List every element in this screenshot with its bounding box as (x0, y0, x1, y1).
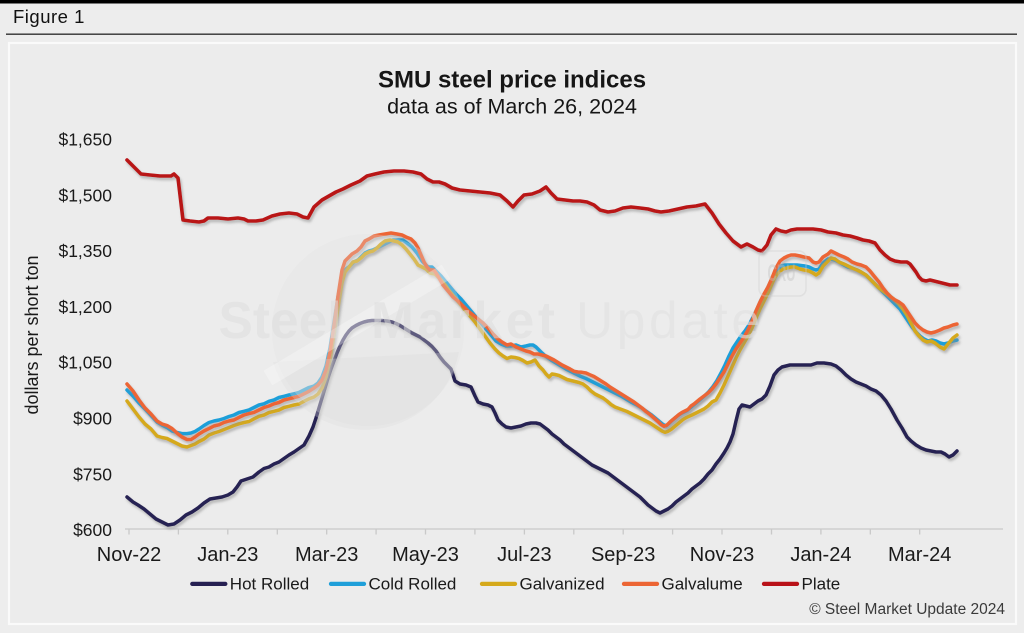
svg-text:Nov-23: Nov-23 (690, 544, 754, 566)
svg-text:$1,350: $1,350 (58, 241, 112, 261)
svg-text:data as of March 26, 2024: data as of March 26, 2024 (387, 95, 637, 119)
svg-text:Jul-23: Jul-23 (497, 544, 551, 566)
svg-text:$750: $750 (73, 464, 112, 484)
svg-text:$1,050: $1,050 (58, 353, 112, 373)
svg-text:Jan-24: Jan-24 (790, 544, 851, 566)
svg-text:Nov-22: Nov-22 (97, 544, 161, 566)
svg-text:Hot Rolled: Hot Rolled (230, 575, 309, 594)
svg-text:Jan-23: Jan-23 (197, 544, 258, 566)
svg-text:$1,650: $1,650 (58, 130, 112, 150)
svg-text:Mar-24: Mar-24 (888, 544, 951, 566)
svg-text:$1,200: $1,200 (58, 297, 112, 317)
svg-text:Steel: Steel (219, 291, 342, 349)
svg-text:$1,500: $1,500 (58, 185, 112, 205)
svg-text:$900: $900 (73, 409, 112, 429)
svg-text:Plate: Plate (802, 575, 841, 594)
svg-text:Market: Market (371, 291, 559, 349)
svg-text:Galvalume: Galvalume (662, 575, 743, 594)
svg-text:Update: Update (576, 291, 764, 349)
svg-text:Cold Rolled: Cold Rolled (369, 575, 457, 594)
svg-text:Mar-23: Mar-23 (295, 544, 358, 566)
svg-text:$600: $600 (73, 520, 112, 540)
svg-text:SMU steel price indices: SMU steel price indices (378, 67, 646, 94)
svg-text:May-23: May-23 (392, 544, 459, 566)
svg-text:CRU: CRU (768, 260, 796, 287)
svg-text:Figure 1: Figure 1 (13, 6, 85, 27)
svg-text:Sep-23: Sep-23 (591, 544, 656, 566)
svg-text:dollars per short ton: dollars per short ton (22, 255, 42, 414)
svg-text:© Steel Market Update 2024: © Steel Market Update 2024 (809, 601, 1005, 618)
svg-text:Galvanized: Galvanized (520, 575, 605, 594)
